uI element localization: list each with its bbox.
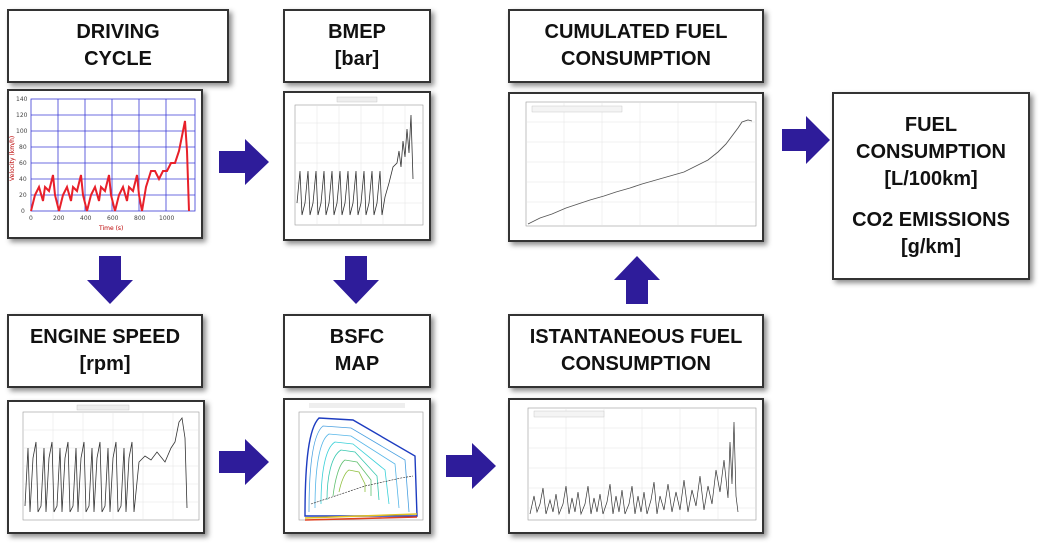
- cumulated-fuel-title-line2: CONSUMPTION: [561, 48, 711, 70]
- cumulated-fuel-plot: [508, 92, 764, 242]
- instantaneous-fuel-chart: [527, 407, 757, 521]
- xtick-4: 800: [134, 215, 146, 222]
- arrow-right-icon: [446, 443, 496, 489]
- arrow-down-icon: [87, 256, 133, 304]
- engine-speed-box: ENGINE SPEED [rpm]: [7, 314, 203, 388]
- arrow-down-icon: [333, 256, 379, 304]
- ytick-0: 0: [21, 208, 25, 215]
- bsfc-map-title-line1: BSFC: [329, 326, 385, 348]
- ytick-2: 40: [19, 176, 27, 183]
- ytick-7: 140: [16, 96, 28, 103]
- bmep-title-line2: [bar]: [334, 48, 380, 70]
- instantaneous-fuel-title-line1: ISTANTANEOUS FUEL: [529, 326, 743, 348]
- engine-speed-title-line2: [rpm]: [79, 353, 131, 375]
- bsfc-map-title-line2: MAP: [334, 353, 380, 375]
- bmep-chart: [294, 96, 424, 226]
- ytick-4: 80: [19, 144, 27, 151]
- ytick-1: 20: [19, 192, 27, 199]
- result-line1: FUEL: [904, 113, 958, 136]
- y-axis-label: Velocity (km/h): [9, 136, 16, 181]
- bsfc-map-plot: [283, 398, 431, 534]
- bmep-title-line1: BMEP: [328, 21, 386, 43]
- xtick-3: 600: [107, 215, 119, 222]
- bmep-box: BMEP [bar]: [283, 9, 431, 83]
- instantaneous-fuel-box: ISTANTANEOUS FUEL CONSUMPTION: [508, 314, 764, 388]
- engine-speed-chart: [22, 404, 200, 521]
- engine-speed-title-line1: ENGINE SPEED: [29, 326, 181, 348]
- x-axis-label: Time (s): [98, 225, 123, 232]
- driving-cycle-chart: 0 20 40 60 80 100 120 140 0 200 400 600 …: [9, 96, 196, 232]
- bsfc-map-box: BSFC MAP: [283, 314, 431, 388]
- cumulated-fuel-title-line1: CUMULATED FUEL: [544, 21, 728, 43]
- ytick-6: 120: [16, 112, 28, 119]
- ytick-5: 100: [16, 128, 28, 135]
- ytick-3: 60: [19, 160, 27, 167]
- engine-speed-plot: [7, 400, 205, 534]
- result-line5: [g/km]: [901, 235, 961, 258]
- instantaneous-fuel-plot: [508, 398, 764, 534]
- xtick-0: 0: [29, 215, 33, 222]
- cumulated-fuel-box: CUMULATED FUEL CONSUMPTION: [508, 9, 764, 83]
- driving-cycle-box: DRIVING CYCLE: [7, 9, 229, 83]
- xtick-5: 1000: [159, 215, 174, 222]
- arrow-up-icon: [614, 256, 660, 304]
- arrow-right-icon: [219, 439, 269, 485]
- arrow-right-icon: [219, 139, 269, 185]
- driving-cycle-title-line2: CYCLE: [84, 48, 152, 70]
- result-line2: CONSUMPTION: [856, 140, 1006, 163]
- result-line3: [L/100km]: [884, 167, 978, 190]
- bmep-plot: [283, 91, 431, 241]
- result-box: FUEL CONSUMPTION [L/100km] CO2 EMISSIONS…: [832, 92, 1030, 280]
- xtick-2: 400: [80, 215, 92, 222]
- cumulated-fuel-chart: [525, 101, 757, 227]
- arrow-right-icon: [782, 116, 830, 164]
- instantaneous-fuel-title-line2: CONSUMPTION: [561, 353, 711, 375]
- driving-cycle-plot: 0 20 40 60 80 100 120 140 0 200 400 600 …: [7, 89, 203, 239]
- driving-cycle-title-line1: DRIVING: [76, 21, 160, 43]
- xtick-1: 200: [53, 215, 65, 222]
- bsfc-map-chart: [298, 403, 424, 521]
- result-line4: CO2 EMISSIONS: [852, 208, 1010, 231]
